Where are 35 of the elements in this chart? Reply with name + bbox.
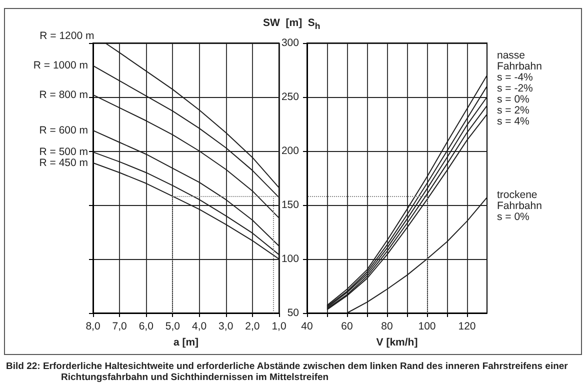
series-label: s = 4% [497, 116, 530, 128]
x-tick-label: 60 [341, 320, 353, 332]
series-label: s = -2% [497, 82, 533, 94]
x-tick-label: 3,0 [218, 320, 234, 332]
x-tick-label: 80 [381, 320, 393, 332]
x-tick-label: 6,0 [138, 320, 154, 332]
series-label: s = -4% [497, 72, 533, 84]
series-label: R = 1200 m [40, 30, 94, 42]
x-tick-label: 7,0 [112, 320, 128, 332]
x-tick-label: 120 [458, 320, 476, 332]
series-label: R = 800 m [39, 88, 88, 101]
series-label: trockene Fahrbahn s = 0% [497, 188, 545, 223]
text: Bild 22: Erforderliche Haltesichtweite und erforderliche Abstände zwischen dem linken Rand des inneren Fahrstreifens einer Richtungsfahrbahn und Sichthindernissen im Mittelstreifen [6, 361, 569, 383]
x-tick-label: 2,0 [245, 320, 260, 332]
x-tick-label: 40 [301, 320, 313, 332]
x-tick-label: 5,0 [165, 320, 180, 332]
y-axis-title: SW [m] S$_{h}$ [263, 17, 320, 32]
y-tick-label: 300 [281, 37, 300, 49]
x-tick-label: 8,0 [86, 320, 100, 332]
y-tick-label: 250 [281, 91, 300, 103]
series-label: R = 500 m [39, 146, 88, 158]
x-axis-title: V [km/h] [376, 336, 418, 348]
y-tick-label: 100 [281, 253, 300, 265]
x-tick-label: 100 [418, 320, 436, 332]
series-label: R = 450 m [39, 156, 88, 169]
y-tick-label: 200 [281, 145, 300, 157]
series-label: s = 0% [497, 94, 530, 106]
series-label: R = 1000 m [33, 60, 88, 72]
y-tick-label: 50 [287, 307, 300, 319]
series-label: s = 2% [497, 104, 530, 116]
x-axis-title: a [m] [173, 336, 199, 348]
y-tick-label: 150 [281, 199, 300, 211]
x-tick-label: 1,0 [272, 320, 286, 332]
series-label: R = 600 m [39, 124, 88, 136]
x-tick-label: 4,0 [192, 320, 207, 332]
